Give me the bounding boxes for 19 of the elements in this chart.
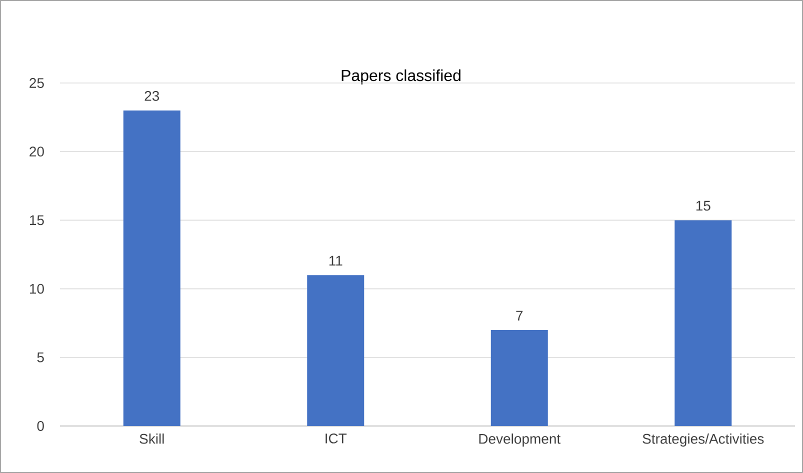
y-tick-label: 5 <box>37 352 44 362</box>
bar <box>674 220 732 426</box>
bar <box>123 110 180 426</box>
x-tick-label: Strategies/Activities <box>642 434 764 447</box>
x-tick-label: Development <box>479 434 560 447</box>
y-tick-label: 20 <box>30 146 44 157</box>
data-label: 7 <box>516 310 523 320</box>
data-label: 11 <box>329 256 342 266</box>
y-tick-label: 0 <box>37 421 44 431</box>
bar <box>307 275 364 426</box>
x-tick-label: Skill <box>140 434 164 444</box>
data-label: 15 <box>696 200 710 211</box>
chart-title: Papers classified <box>342 69 460 84</box>
y-tick-label: 15 <box>30 215 44 226</box>
bar <box>490 330 548 426</box>
y-tick-label: 25 <box>30 78 44 88</box>
data-label: 23 <box>144 91 160 101</box>
x-tick-label: ICT <box>326 434 347 444</box>
y-tick-label: 10 <box>30 284 44 294</box>
